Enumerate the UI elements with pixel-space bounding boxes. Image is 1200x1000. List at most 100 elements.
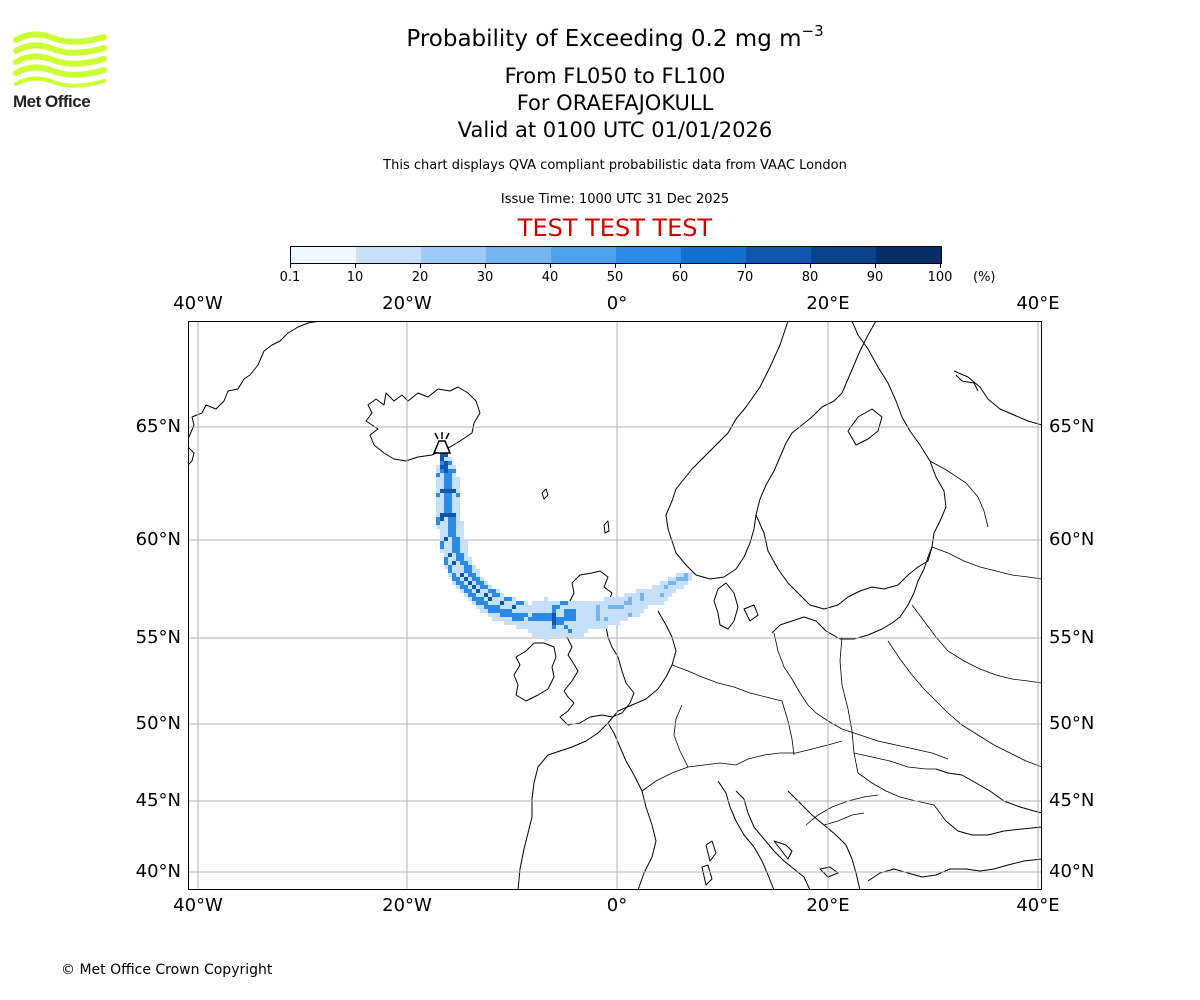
ash-plume-cell xyxy=(444,509,448,513)
ash-plume-cell xyxy=(508,597,512,601)
ash-plume-cell xyxy=(528,613,532,617)
coastline-scandinavia xyxy=(665,321,877,580)
ash-plume-cell xyxy=(552,601,556,605)
ash-plume-cell xyxy=(468,569,472,573)
ash-plume-cell xyxy=(460,585,464,589)
ash-plume-cell xyxy=(452,557,456,561)
ash-plume-cell xyxy=(680,573,684,577)
ash-plume-cell xyxy=(564,625,568,629)
ash-plume-cell xyxy=(532,601,536,605)
ash-plume-cell xyxy=(540,621,544,625)
ash-plume-cell xyxy=(440,533,444,537)
ash-plume-cell xyxy=(456,545,460,549)
ash-plume-cell xyxy=(640,593,644,597)
ash-plume-cell xyxy=(448,501,452,505)
ash-plume-cell xyxy=(460,525,464,529)
ash-plume-cell xyxy=(556,625,560,629)
ash-plume-cell xyxy=(440,469,444,473)
ash-plume-cell xyxy=(672,589,676,593)
latitude-label-right: 55°N xyxy=(1049,627,1095,648)
ash-plume-cell xyxy=(636,613,640,617)
ash-plume-cell xyxy=(532,629,536,633)
ash-plume-cell xyxy=(612,601,616,605)
colorbar-segment xyxy=(746,247,811,263)
ash-plume-cell xyxy=(624,593,628,597)
ash-plume-cell xyxy=(436,517,440,521)
ash-plume-cell xyxy=(600,609,604,613)
ash-plume-cell xyxy=(476,597,480,601)
ash-plume-cell xyxy=(452,533,456,537)
ash-plume-cell xyxy=(560,629,564,633)
ash-plume-cell xyxy=(556,609,560,613)
ash-plume-cell xyxy=(444,501,448,505)
ash-plume-cell xyxy=(452,497,456,501)
ash-plume-cell xyxy=(448,505,452,509)
ash-plume-cell xyxy=(488,589,492,593)
colorbar xyxy=(290,246,942,264)
ash-plume-cell xyxy=(456,549,460,553)
ash-plume-cell xyxy=(440,537,444,541)
ash-plume-cell xyxy=(464,569,468,573)
ash-plume-cell xyxy=(448,473,452,477)
ash-plume-cell xyxy=(500,597,504,601)
ash-plume-cell xyxy=(644,589,648,593)
ash-plume-cell xyxy=(492,613,496,617)
ash-plume-cell xyxy=(580,625,584,629)
ash-plume-cell xyxy=(488,605,492,609)
colorbar-segment xyxy=(681,247,746,263)
ash-plume-cell xyxy=(628,605,632,609)
ash-plume-cell xyxy=(452,481,456,485)
ash-plume-cell xyxy=(440,545,444,549)
ash-plume-cell xyxy=(636,605,640,609)
valid-time: Valid at 0100 UTC 01/01/2026 xyxy=(457,118,773,142)
ash-plume-cell xyxy=(440,549,444,553)
ash-plume-cell xyxy=(600,621,604,625)
ash-plume-cell xyxy=(444,469,448,473)
ash-plume-cell xyxy=(460,521,464,525)
ash-plume-cell xyxy=(492,597,496,601)
ash-plume-cell xyxy=(660,589,664,593)
ash-plume-cell xyxy=(524,601,528,605)
ash-plume-cell xyxy=(612,617,616,621)
ash-plume-cell xyxy=(552,621,556,625)
ash-plume-cell xyxy=(464,573,468,577)
ash-plume-cell xyxy=(504,605,508,609)
ash-plume-cell xyxy=(440,541,444,545)
ash-plume-cell xyxy=(604,625,608,629)
ash-plume-cell xyxy=(484,605,488,609)
ash-plume-cell xyxy=(580,609,584,613)
ash-plume-cell xyxy=(552,625,556,629)
ash-plume-cell xyxy=(616,605,620,609)
ash-plume-cell xyxy=(488,609,492,613)
ash-plume-cell xyxy=(552,629,556,633)
ash-plume-cell xyxy=(444,485,448,489)
ash-plume-cell xyxy=(532,605,536,609)
ash-plume-cell xyxy=(436,501,440,505)
ash-plume-cell xyxy=(492,601,496,605)
ash-plume-cell xyxy=(580,605,584,609)
ash-plume-cell xyxy=(540,609,544,613)
ash-plume-cell xyxy=(648,601,652,605)
ash-plume-cell xyxy=(688,573,692,577)
ash-plume-cell xyxy=(444,517,448,521)
ash-plume-cell xyxy=(604,597,608,601)
ash-plume-cell xyxy=(468,573,472,577)
ash-plume-cell xyxy=(584,613,588,617)
ash-plume-cell xyxy=(592,601,596,605)
ash-plume-cell xyxy=(564,609,568,613)
ash-plume-cell xyxy=(440,465,444,469)
ash-plume-cell xyxy=(648,597,652,601)
ash-plume-cell xyxy=(604,617,608,621)
ash-plume-cell xyxy=(640,605,644,609)
ash-plume-cell xyxy=(492,617,496,621)
ash-plume-cell xyxy=(640,589,644,593)
ash-plume-cell xyxy=(528,609,532,613)
ash-plume-cell xyxy=(544,601,548,605)
ash-plume-cell xyxy=(596,613,600,617)
ash-plume-cell xyxy=(444,505,448,509)
ash-plume-cell xyxy=(472,577,476,581)
latitude-label-right: 65°N xyxy=(1049,416,1095,437)
ash-plume-cell xyxy=(508,609,512,613)
ash-plume-cell xyxy=(464,553,468,557)
ash-plume-cell xyxy=(468,597,472,601)
